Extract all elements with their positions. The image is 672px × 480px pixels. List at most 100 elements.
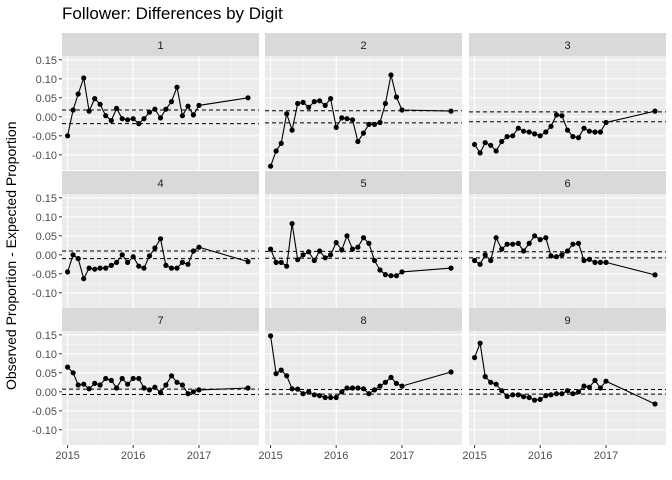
data-point <box>586 128 593 134</box>
y-tick-label: -0.10 <box>32 425 57 437</box>
data-point <box>284 373 290 379</box>
data-point <box>377 383 383 389</box>
data-point <box>152 106 158 112</box>
x-tick-label: 2016 <box>528 450 552 462</box>
data-point <box>190 248 196 254</box>
data-point <box>92 96 98 102</box>
data-point <box>317 393 323 399</box>
data-point <box>564 248 571 254</box>
data-point <box>317 98 323 104</box>
data-point <box>448 108 454 114</box>
data-point <box>245 385 251 391</box>
data-point <box>273 148 279 154</box>
facet-strip-label: 9 <box>564 315 570 327</box>
data-point <box>65 364 71 370</box>
data-point <box>86 265 92 271</box>
data-point <box>81 381 87 387</box>
data-point <box>268 246 274 252</box>
data-point <box>448 369 454 375</box>
data-point <box>311 257 317 264</box>
data-point <box>185 103 191 109</box>
data-point <box>97 265 103 271</box>
data-point <box>499 388 505 394</box>
data-point <box>146 387 153 393</box>
panel-background <box>469 331 666 445</box>
data-point <box>477 261 483 267</box>
data-point <box>152 384 158 390</box>
facet-strip <box>469 33 666 56</box>
data-point <box>284 111 290 117</box>
data-point <box>75 382 81 388</box>
data-point <box>306 249 312 255</box>
data-point <box>575 240 582 246</box>
data-point <box>472 257 478 264</box>
data-point <box>322 102 328 108</box>
data-point <box>510 133 516 139</box>
data-point <box>70 370 76 376</box>
data-point <box>366 240 372 246</box>
data-point <box>295 386 301 392</box>
data-point <box>504 134 510 140</box>
x-tick-label: 2015 <box>55 450 79 462</box>
facet-strip <box>62 171 259 194</box>
data-point <box>339 389 345 395</box>
data-point <box>108 262 114 268</box>
data-point <box>141 385 147 391</box>
data-point <box>163 262 169 268</box>
data-point <box>537 396 543 402</box>
data-point <box>300 391 306 397</box>
data-point <box>521 248 527 254</box>
y-tick-label: 0.10 <box>36 74 57 86</box>
data-point <box>349 117 356 123</box>
data-point <box>196 244 202 250</box>
facet-strip <box>265 33 462 56</box>
data-point <box>125 117 131 123</box>
y-tick-label: 0.10 <box>36 349 57 361</box>
data-point <box>448 265 454 271</box>
data-point <box>559 252 565 258</box>
facet-strip-label: 2 <box>360 40 366 52</box>
data-point <box>86 386 92 392</box>
data-point <box>311 99 317 105</box>
data-point <box>553 391 560 397</box>
y-tick-label: 0.00 <box>36 112 57 124</box>
data-point <box>75 256 81 262</box>
data-point <box>65 269 71 275</box>
facet-strip-label: 8 <box>360 315 366 327</box>
data-point <box>366 391 372 397</box>
data-point <box>146 109 153 115</box>
data-point <box>119 116 125 122</box>
data-point <box>652 272 658 278</box>
y-tick-label: 0.15 <box>36 55 57 67</box>
data-point <box>399 383 405 389</box>
data-point <box>477 150 483 156</box>
data-point <box>81 276 87 282</box>
data-point <box>603 119 609 126</box>
data-point <box>300 252 306 258</box>
data-point <box>328 394 334 401</box>
data-point <box>510 392 516 398</box>
data-point <box>482 140 488 146</box>
data-point <box>581 125 587 131</box>
data-point <box>564 388 571 394</box>
data-point <box>382 100 388 107</box>
data-point <box>97 382 103 388</box>
data-point <box>141 265 147 271</box>
data-point <box>559 113 565 119</box>
data-point <box>548 392 554 398</box>
facet-strip <box>265 171 462 194</box>
data-point <box>388 72 394 78</box>
data-point <box>382 379 388 385</box>
data-point <box>328 252 334 258</box>
data-point <box>174 265 180 271</box>
data-point <box>548 253 554 259</box>
data-point <box>355 385 361 391</box>
data-point <box>652 401 658 407</box>
y-tick-label: 0.15 <box>36 193 57 205</box>
data-point <box>130 116 136 122</box>
data-point <box>119 252 125 258</box>
data-point <box>493 381 499 387</box>
y-tick-label: -0.05 <box>32 269 57 281</box>
data-point <box>575 389 582 395</box>
